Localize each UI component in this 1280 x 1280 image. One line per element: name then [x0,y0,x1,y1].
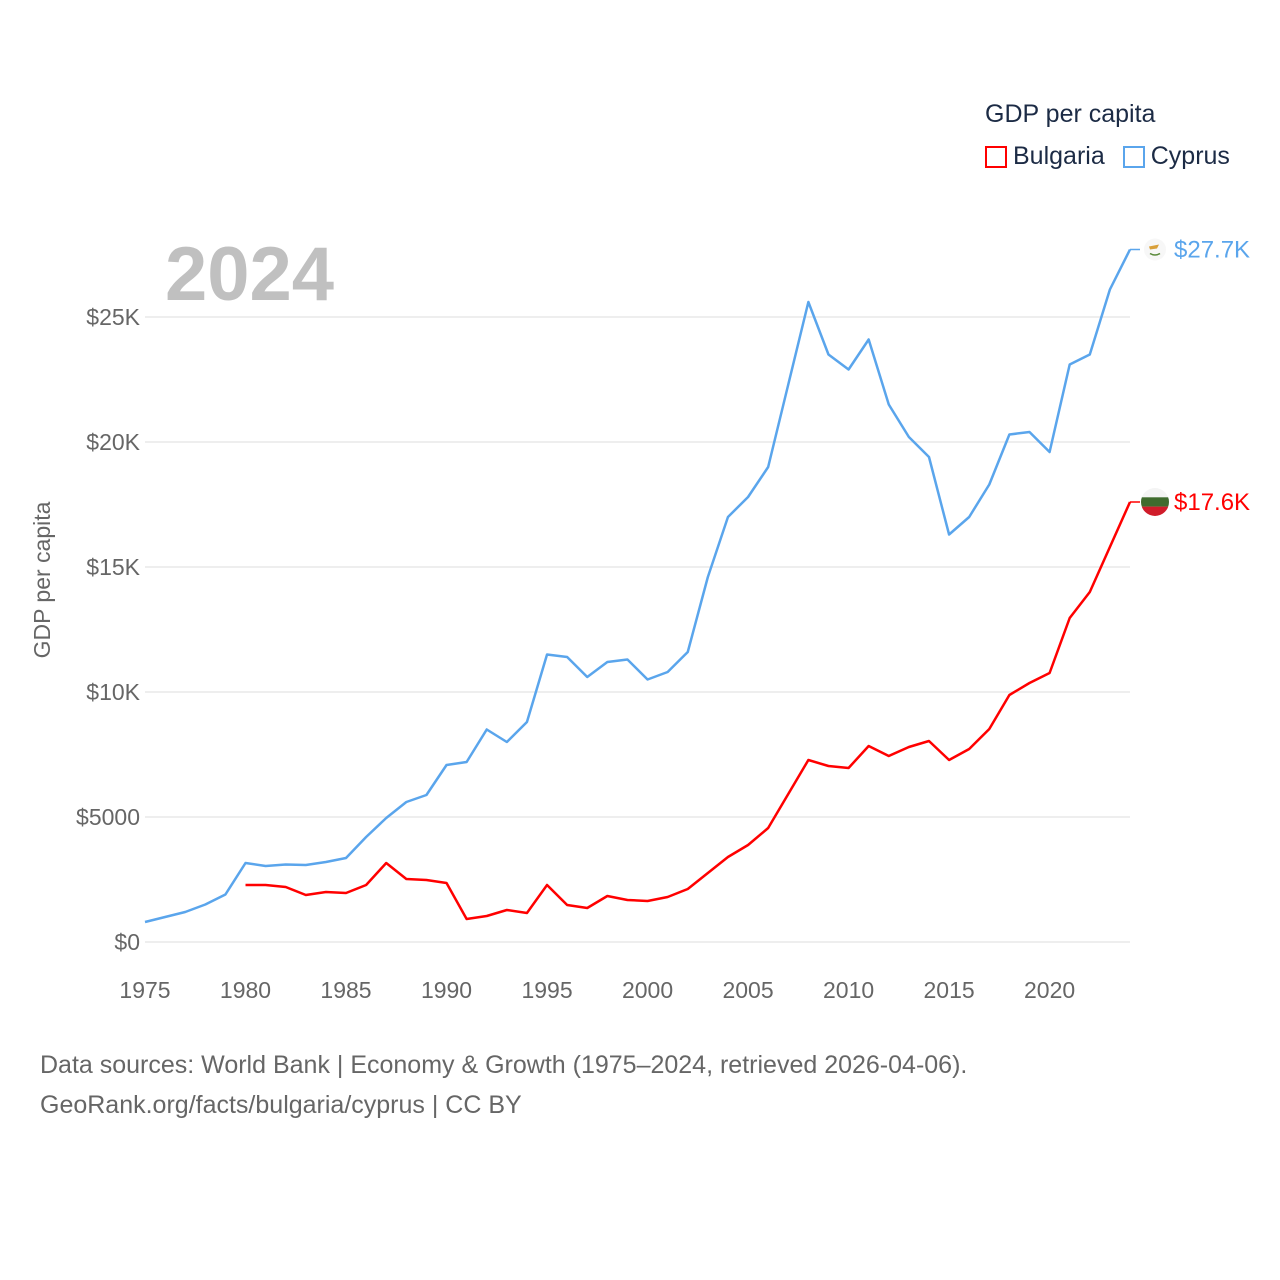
x-tick-label: 1995 [521,977,572,1003]
x-tick-label: 1985 [320,977,371,1003]
x-tick-label: 2010 [823,977,874,1003]
legend: Bulgaria Cyprus [985,142,1230,171]
plot-area: $0 $5000 $10K $15K $20K $25K 1975 1980 1985 1990 1… [29,232,1250,1003]
legend-label-bulgaria: Bulgaria [1013,142,1105,170]
bulgaria-flag-icon [1141,488,1169,516]
y-tick-label: $0 [114,929,140,955]
legend-item-bulgaria[interactable]: Bulgaria [985,142,1105,171]
series-line-bulgaria[interactable] [245,501,1132,921]
x-tick-label: 1980 [220,977,271,1003]
y-axis-label: GDP per capita [29,501,55,658]
x-tick-label: 1990 [421,977,472,1003]
y-tick-label: $15K [86,554,140,580]
y-tick-label: $25K [86,304,140,330]
y-tick-label: $5000 [76,804,140,830]
y-tick-label: $10K [86,679,140,705]
x-tick-label: 1975 [119,977,170,1003]
end-value-label-bulgaria: $17.6K [1174,489,1250,516]
data-source: Data sources: World Bank | Economy & Gro… [40,1045,967,1125]
legend-swatch-bulgaria [985,145,1007,168]
source-line-2[interactable]: GeoRank.org/facts/bulgaria/cyprus | CC B… [40,1091,522,1119]
x-tick-label: 2015 [923,977,974,1003]
end-value-label-cyprus: $27.7K [1174,237,1250,264]
legend-title: GDP per capita [985,100,1156,128]
x-tick-label: 2020 [1024,977,1075,1003]
series-line-cyprus[interactable] [144,248,1132,924]
y-tick-label: $20K [86,429,140,455]
legend-item-cyprus[interactable]: Cyprus [1122,142,1230,171]
cyprus-flag-icon [1144,238,1166,261]
legend-label-cyprus: Cyprus [1150,142,1230,170]
x-tick-label: 2000 [622,977,673,1003]
source-line-1: Data sources: World Bank | Economy & Gro… [40,1051,968,1079]
x-tick-label: 2005 [722,977,773,1003]
legend-swatch-cyprus [1122,145,1145,168]
year-watermark: 2024 [165,232,334,317]
